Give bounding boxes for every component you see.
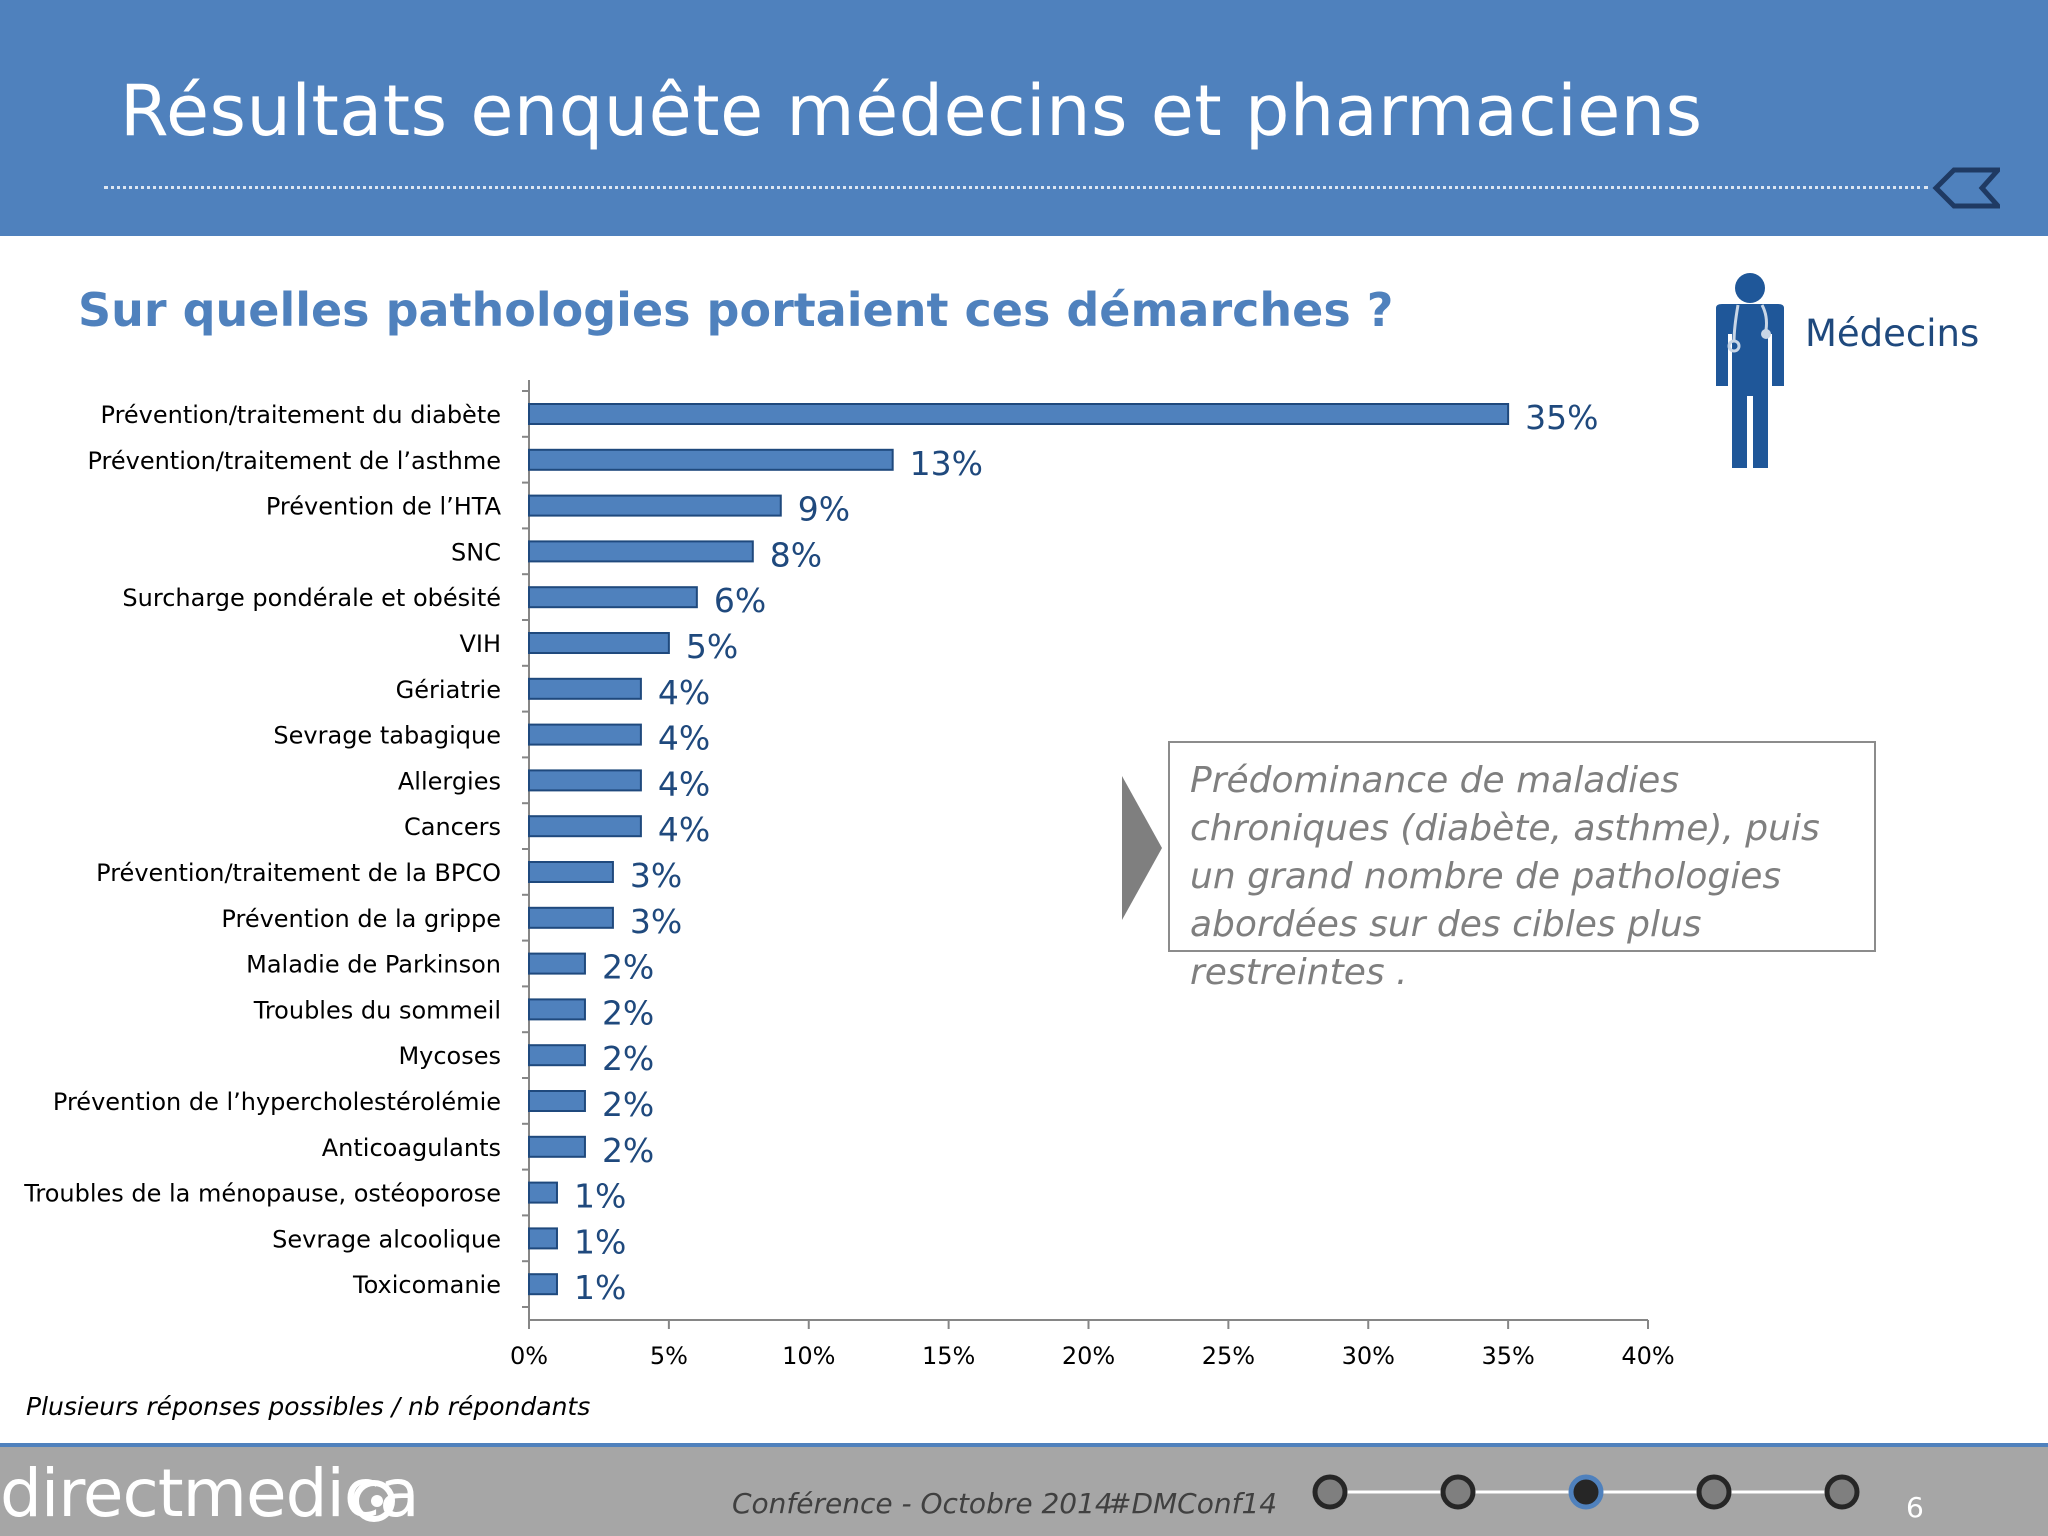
bar: [528, 1044, 586, 1067]
bar: [528, 723, 642, 746]
footer-bar: directmedica Conférence - Octobre 2014 #…: [0, 1443, 2048, 1536]
x-tick-label: 25%: [1202, 1342, 1255, 1370]
x-tick-label: 20%: [1062, 1342, 1115, 1370]
data-label: 4%: [658, 810, 710, 849]
data-label: 3%: [630, 902, 682, 941]
bar: [528, 1181, 558, 1204]
category-label: Toxicomanie: [352, 1271, 501, 1299]
data-label: 8%: [770, 535, 822, 574]
bar: [528, 586, 698, 609]
category-label: Surcharge pondérale et obésité: [122, 584, 501, 612]
data-label: 4%: [658, 719, 710, 758]
bar: [528, 769, 642, 792]
category-label: Sevrage tabagique: [273, 722, 501, 750]
bar: [528, 1090, 586, 1112]
chart-footnote: Plusieurs réponses possibles / nb répond…: [26, 1392, 591, 1421]
bar: [528, 861, 614, 883]
category-label: Prévention/traitement de la BPCO: [96, 859, 501, 887]
category-label: Troubles de la ménopause, ostéoporose: [23, 1180, 501, 1208]
progress-step: [1440, 1474, 1476, 1510]
bar: [528, 540, 754, 563]
x-tick-label: 15%: [922, 1342, 975, 1370]
doctor-icon: [1716, 273, 1784, 468]
data-label: 4%: [658, 764, 710, 803]
progress-nav: [1312, 1474, 1860, 1510]
category-label: Prévention/traitement du diabète: [101, 401, 501, 429]
x-tick-label: 5%: [650, 1342, 688, 1370]
bar: [528, 1135, 586, 1158]
header-dotted-divider: [104, 186, 1928, 189]
header-banner: Résultats enquête médecins et pharmacien…: [0, 0, 2048, 236]
data-label: 2%: [602, 1039, 654, 1078]
data-label: 2%: [602, 1085, 654, 1124]
data-label: 35%: [1525, 398, 1598, 437]
audience-label: Médecins: [1805, 312, 1980, 355]
category-label: VIH: [459, 630, 501, 658]
category-label: Sevrage alcoolique: [272, 1225, 501, 1253]
callout-box: Prédominance de maladies chroniques (dia…: [1168, 741, 1876, 993]
category-label: Prévention/traitement de l’asthme: [87, 447, 501, 475]
category-label: Troubles du sommeil: [253, 996, 501, 1024]
x-tick-label: 35%: [1481, 1342, 1534, 1370]
progress-step-current: [1568, 1474, 1604, 1510]
brand-logo-text: directmedica: [0, 1455, 420, 1532]
bar: [528, 632, 670, 654]
category-label: Cancers: [404, 813, 501, 841]
category-label: Gériatrie: [396, 676, 501, 704]
bar: [528, 815, 642, 838]
progress-step: [1824, 1474, 1860, 1510]
footer-conference: Conférence - Octobre 2014: [732, 1487, 1113, 1520]
category-label: Maladie de Parkinson: [246, 951, 501, 979]
category-label: Prévention de l’HTA: [266, 493, 502, 521]
chart-question-title: Sur quelles pathologies portaient ces dé…: [78, 283, 1394, 337]
x-tick-label: 0%: [510, 1342, 548, 1370]
bar: [528, 677, 642, 700]
bar: [528, 998, 586, 1021]
bar: [528, 448, 894, 471]
category-label: Prévention de la grippe: [221, 905, 501, 933]
data-label: 2%: [602, 993, 654, 1032]
bar: [528, 906, 614, 929]
progress-step: [1696, 1474, 1732, 1510]
data-label: 13%: [910, 444, 983, 483]
bar: [528, 952, 586, 975]
data-label: 1%: [574, 1222, 626, 1261]
x-tick-label: 30%: [1342, 1342, 1395, 1370]
brand-swirl-icon: [353, 1480, 395, 1522]
category-label: Mycoses: [398, 1042, 501, 1070]
data-label: 2%: [602, 1131, 654, 1170]
page-title: Résultats enquête médecins et pharmacien…: [120, 70, 1703, 152]
bar: [528, 1227, 558, 1250]
data-label: 1%: [574, 1268, 626, 1307]
data-label: 6%: [714, 581, 766, 620]
data-label: 3%: [630, 856, 682, 895]
chevron-left-icon: [1932, 167, 2000, 209]
category-label: SNC: [451, 538, 501, 566]
category-label: Allergies: [398, 767, 501, 795]
data-label: 1%: [574, 1177, 626, 1216]
progress-step: [1312, 1474, 1348, 1510]
bar: [528, 403, 1510, 425]
callout-pointer-arrow: [1122, 776, 1162, 920]
x-tick-label: 10%: [782, 1342, 835, 1370]
bar: [528, 1273, 558, 1296]
data-label: 5%: [686, 627, 738, 666]
footer-hashtag: #DMConf14: [1108, 1487, 1278, 1520]
category-label: Prévention de l’hypercholestérolémie: [53, 1088, 501, 1116]
horizontal-bar-chart: Prévention/traitement du diabète 35% Préve…: [23, 380, 1675, 1370]
x-tick-label: 40%: [1621, 1342, 1674, 1370]
data-label: 4%: [658, 673, 710, 712]
data-label: 2%: [602, 948, 654, 987]
page-number: 6: [1906, 1491, 1924, 1524]
bar: [528, 494, 782, 517]
category-label: Anticoagulants: [322, 1134, 501, 1162]
data-label: 9%: [798, 490, 850, 529]
